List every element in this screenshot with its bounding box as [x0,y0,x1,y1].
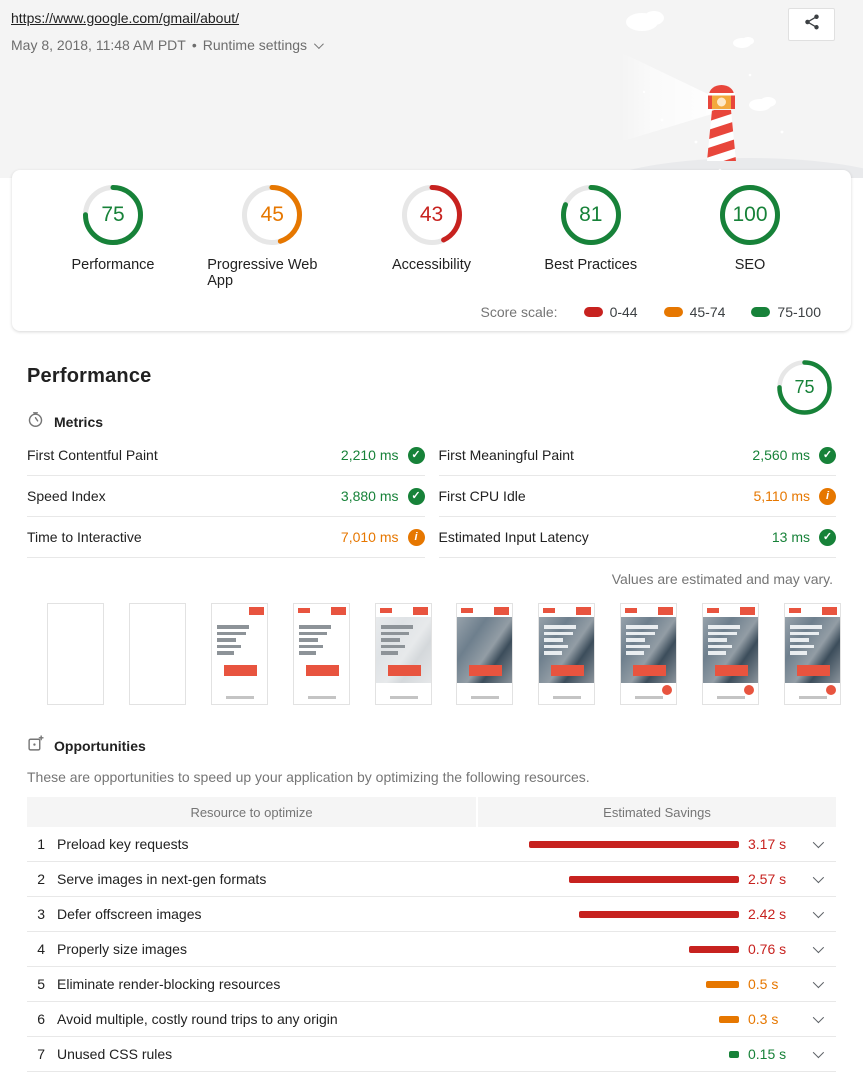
opportunity-row-render-blocking[interactable]: 5 Eliminate render-blocking resources 0.… [27,967,836,1002]
metric-row-fcp: First Contentful Paint 2,210 ms ✓ [27,435,425,476]
pass-check-icon: ✓ [819,446,836,464]
filmstrip-frame [620,603,678,705]
report-header: https://www.google.com/gmail/about/ May … [0,0,863,178]
score-scale-range-fail: 0-44 [583,304,638,320]
savings-bar [529,840,739,848]
chevron-down-icon[interactable] [812,836,825,849]
savings-bar [729,1050,739,1058]
section-title: Performance [27,365,152,387]
score-scale-range-average: 45-74 [663,304,725,320]
opportunity-row-unused-css[interactable]: 7 Unused CSS rules 0.15 s [27,1037,836,1072]
opportunity-row-preload-key-requests[interactable]: 1 Preload key requests 3.17 s [27,827,836,862]
chevron-down-icon[interactable] [812,906,825,919]
filmstrip-frame [292,603,350,705]
pass-check-icon: ✓ [819,528,836,546]
category-gauges: 75 Performance 45 Progressive Web App 43 [12,170,851,289]
info-icon: i [407,528,425,546]
fail-pill-icon [583,307,603,317]
pass-check-icon: ✓ [407,487,425,505]
metric-row-fmp: First Meaningful Paint 2,560 ms ✓ [438,435,836,476]
savings-bar [579,910,739,918]
gauge-label: Accessibility [392,257,471,273]
filmstrip-frame [128,603,186,705]
score-scale-legend: Score scale: 0-44 45-74 75-100 [481,304,821,320]
gauge-label: Progressive Web App [207,257,318,289]
opportunity-row-round-trips[interactable]: 6 Avoid multiple, costly round trips to … [27,1002,836,1037]
savings-bar [689,945,739,953]
gauge-best-practices[interactable]: 81 Best Practices [526,184,656,289]
report-url-link[interactable]: https://www.google.com/gmail/about/ [11,10,240,26]
chevron-down-icon[interactable] [812,976,825,989]
metric-row-tti: Time to Interactive 7,010 ms i [27,517,425,558]
opportunity-row-next-gen-images[interactable]: 2 Serve images in next-gen formats 2.57 … [27,862,836,897]
gauge-accessibility[interactable]: 43 Accessibility [367,184,497,289]
filmstrip [47,603,841,705]
chevron-down-icon[interactable] [812,941,825,954]
gauge-performance[interactable]: 75 Performance [48,184,178,289]
filmstrip-frame [456,603,514,705]
chevron-down-icon[interactable] [812,871,825,884]
metrics-table: First Contentful Paint 2,210 ms ✓ Speed … [27,435,836,558]
opportunities-table: Resource to optimize Estimated Savings 1… [27,797,836,1072]
gauge-score: 43 [419,203,444,226]
pass-pill-icon [751,307,771,317]
gauge-label: Best Practices [544,257,638,273]
filmstrip-frame [374,603,432,705]
gauge-seo[interactable]: 100 SEO [685,184,815,289]
chevron-down-icon [313,38,324,49]
filmstrip-frame [702,603,759,705]
savings-bar [569,875,739,883]
gauge-score: 81 [579,203,603,226]
filmstrip-frame [47,603,104,705]
gauge-score: 45 [260,203,284,226]
info-icon: i [819,487,836,505]
gauge-label: SEO [734,257,766,273]
filmstrip-frame [538,603,596,705]
gauge-score: 75 [794,377,815,397]
chevron-down-icon[interactable] [812,1011,825,1024]
filmstrip-frame [210,603,268,705]
metric-row-speed-index: Speed Index 3,880 ms ✓ [27,476,425,517]
share-icon [803,13,821,36]
metric-row-cpu-idle: First CPU Idle 5,110 ms i [438,476,836,517]
savings-bar [719,1015,739,1023]
stopwatch-icon [27,411,44,433]
savings-bar [706,980,739,988]
share-button[interactable] [788,8,835,41]
average-pill-icon [663,307,683,317]
column-header-resource: Resource to optimize [27,797,476,827]
gauge-pwa[interactable]: 45 Progressive Web App [207,184,337,289]
opportunities-description: These are opportunities to speed up your… [27,769,590,785]
meta-separator: • [191,37,197,53]
runtime-settings-label: Runtime settings [202,37,308,53]
chevron-down-icon[interactable] [812,1046,825,1059]
gauge-label: Performance [71,257,155,273]
performance-section: Performance 75 Metrics First Contentful … [0,331,863,1072]
opportunity-row-properly-size-images[interactable]: 4 Properly size images 0.76 s [27,932,836,967]
score-scale-label: Score scale: [480,304,558,320]
metric-row-input-latency: Estimated Input Latency 13 ms ✓ [438,517,836,558]
opportunity-row-defer-offscreen-images[interactable]: 3 Defer offscreen images 2.42 s [27,897,836,932]
score-scale-range-pass: 75-100 [751,304,821,320]
gauge-score: 75 [101,203,125,226]
pass-check-icon: ✓ [407,446,425,464]
score-summary-card: 75 Performance 45 Progressive Web App 43 [12,170,851,331]
opportunities-header: Opportunities [54,738,146,754]
gauge-score: 100 [732,203,768,226]
estimate-note: Values are estimated and may vary. [611,571,833,587]
report-timestamp: May 8, 2018, 11:48 AM PDT [11,37,186,53]
performance-score-gauge: 75 [776,359,833,416]
filmstrip-frame [783,603,841,705]
metrics-header: Metrics [54,414,104,430]
column-header-savings: Estimated Savings [478,797,836,827]
runtime-settings-toggle[interactable]: Runtime settings [202,37,324,53]
flare-icon [27,735,44,757]
